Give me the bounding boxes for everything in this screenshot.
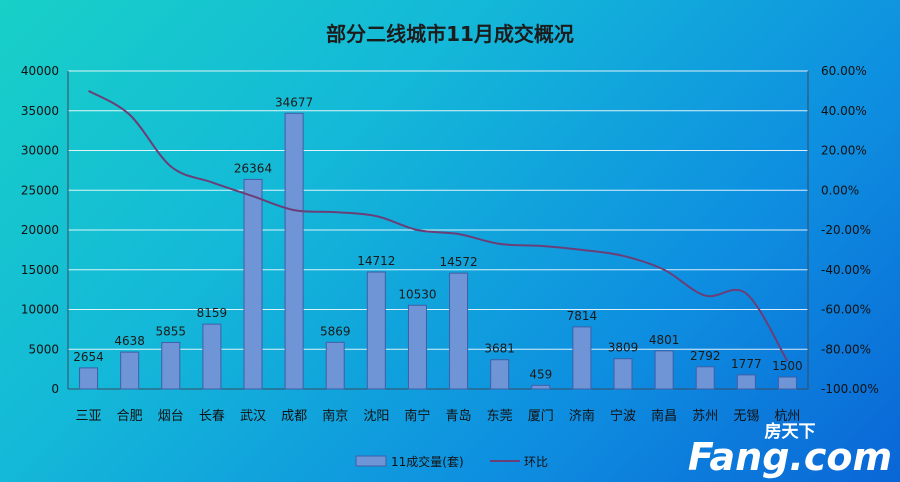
- left-tick-label: 0: [51, 382, 59, 396]
- x-tick-label: 宁波: [610, 408, 636, 424]
- x-tick-label: 沈阳: [363, 409, 389, 424]
- bar: [490, 359, 510, 390]
- legend-bar-label: 11成交量(套): [391, 454, 464, 469]
- bar: [572, 326, 592, 390]
- bar-data-label: 14572: [439, 255, 477, 269]
- x-tick-label: 无锡: [733, 409, 759, 424]
- chart-title: 部分二线城市11月成交概况: [326, 22, 574, 46]
- x-tick-label: 合肥: [117, 409, 143, 424]
- left-axis-ticks: 0 5000 10000 15000 20000 25000 30000 35000 40000: [21, 64, 59, 396]
- bar-data-label: 3681: [484, 342, 515, 356]
- right-axis-ticks: -100.00% -80.00% -60.00% -40.00% -20.00% 0.00…: [821, 64, 879, 396]
- bar: [695, 366, 715, 390]
- bar: [161, 341, 181, 390]
- x-tick-label: 苏州: [692, 408, 718, 424]
- left-tick-label: 10000: [21, 303, 59, 317]
- left-tick-label: 40000: [21, 64, 59, 78]
- right-tick-label: -20.00%: [821, 223, 871, 237]
- bar: [613, 358, 633, 390]
- x-tick-label: 南昌: [651, 408, 677, 424]
- watermark-main-text: Fang.com: [688, 435, 892, 479]
- bar-data-label: 459: [529, 367, 552, 381]
- bar-data-label: 14712: [357, 254, 395, 268]
- bar-data-label: 3809: [608, 341, 639, 355]
- bar-data-label: 4801: [649, 333, 680, 347]
- right-tick-label: -100.00%: [821, 382, 879, 396]
- x-axis-ticks: 三亚 合肥 烟台 长春 武汉 成都 南京 沈阳 南宁 青岛 东莞 厦门 济南 宁波 南昌 苏州 无锡 杭州: [76, 408, 801, 424]
- x-tick-label: 厦门: [528, 409, 554, 424]
- x-tick-label: 东莞: [487, 409, 513, 424]
- bar-data-label: 5869: [320, 324, 351, 338]
- right-tick-label: -60.00%: [821, 303, 871, 317]
- right-tick-label: 40.00%: [821, 104, 867, 118]
- legend-line-label: 环比: [524, 455, 548, 469]
- bar: [243, 178, 263, 390]
- axes: [67, 71, 809, 390]
- legend: 11成交量(套) 环比: [355, 454, 548, 469]
- x-tick-label: 济南: [569, 408, 595, 424]
- bar: [325, 341, 345, 390]
- left-tick-label: 30000: [21, 144, 59, 158]
- bar-data-label: 2792: [690, 349, 721, 363]
- x-tick-label: 烟台: [158, 409, 184, 424]
- fang-logo-watermark: 房天下 Fang.com: [688, 421, 892, 479]
- x-tick-label: 成都: [281, 409, 307, 424]
- right-tick-label: -40.00%: [821, 263, 871, 277]
- x-tick-label: 南京: [322, 408, 348, 424]
- bar-data-label: 4638: [114, 334, 145, 348]
- bar-data-label: 26364: [234, 161, 272, 175]
- left-tick-label: 5000: [28, 342, 59, 356]
- left-tick-label: 20000: [21, 223, 59, 237]
- line-series-path: [88, 89, 789, 362]
- left-tick-label: 25000: [21, 183, 59, 197]
- bar-series: [79, 112, 797, 390]
- legend-bar-swatch: [355, 455, 387, 467]
- bar: [777, 376, 797, 390]
- left-tick-label: 15000: [21, 263, 59, 277]
- left-tick-label: 35000: [21, 104, 59, 118]
- bar: [79, 367, 99, 390]
- bar: [407, 304, 427, 390]
- right-tick-label: 20.00%: [821, 144, 867, 158]
- right-tick-label: -80.00%: [821, 342, 871, 356]
- bar-data-labels: 2654 4638 5855 8159 26364 34677 5869 14712 10530…: [73, 95, 802, 381]
- bar-data-label: 1500: [772, 359, 803, 373]
- gridlines: [68, 70, 808, 350]
- bar: [120, 351, 140, 390]
- bar-data-label: 34677: [275, 95, 313, 109]
- bar-data-label: 2654: [73, 350, 104, 364]
- bar-data-label: 10530: [398, 287, 436, 301]
- watermark-top-text: 房天下: [765, 421, 816, 442]
- bar-data-label: 1777: [731, 357, 762, 371]
- x-tick-label: 杭州: [774, 409, 800, 424]
- x-tick-label: 三亚: [76, 409, 102, 424]
- bar: [366, 271, 386, 390]
- bar: [736, 374, 756, 390]
- bar: [531, 384, 551, 390]
- bar-data-label: 7814: [567, 309, 598, 323]
- bar: [449, 272, 469, 390]
- x-tick-label: 长春: [199, 409, 225, 424]
- bar: [654, 350, 674, 390]
- bar: [202, 323, 222, 390]
- x-tick-label: 青岛: [446, 408, 472, 424]
- x-tick-label: 南宁: [404, 408, 430, 424]
- x-tick-label: 武汉: [240, 409, 266, 424]
- bar-data-label: 8159: [197, 306, 228, 320]
- bar-data-label: 5855: [156, 324, 187, 338]
- right-tick-label: 0.00%: [821, 183, 859, 197]
- right-tick-label: 60.00%: [821, 64, 867, 78]
- bar: [284, 112, 304, 390]
